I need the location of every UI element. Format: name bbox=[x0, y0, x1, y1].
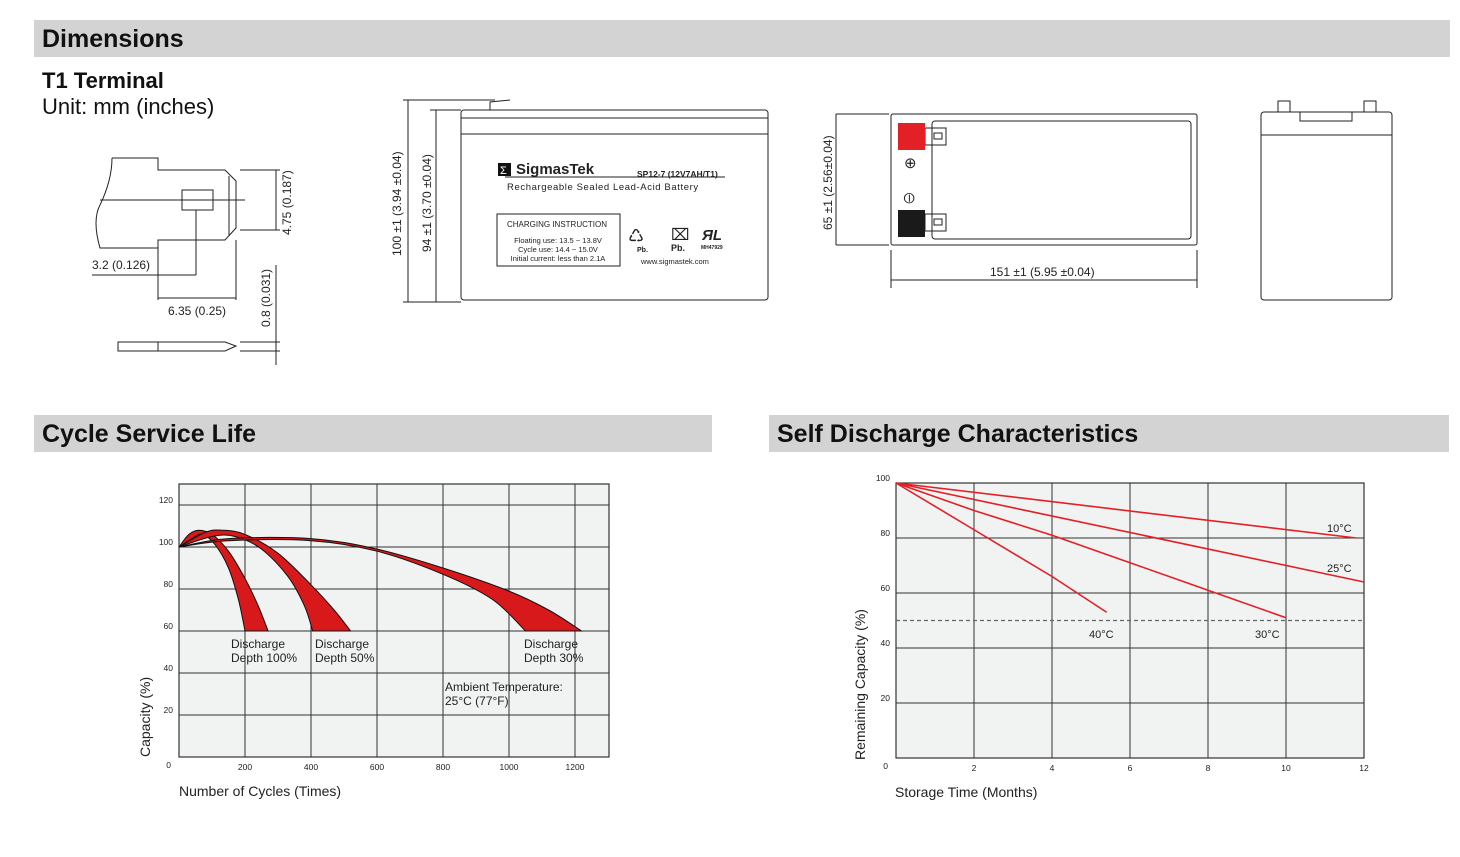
y-tick-label: 60 bbox=[164, 621, 174, 631]
sigma-glyph: Σ bbox=[500, 165, 507, 177]
section-title: Dimensions bbox=[42, 25, 184, 53]
x-tick-label: 4 bbox=[1050, 763, 1055, 773]
y-tick-label: 100 bbox=[876, 473, 890, 483]
annotation: Ambient Temperature: bbox=[445, 680, 563, 694]
battery-description: Rechargeable Sealed Lead-Acid Battery bbox=[507, 182, 699, 193]
series-label: Depth 50% bbox=[315, 651, 375, 665]
y-tick-label: 120 bbox=[159, 495, 173, 505]
y-tick-label: 60 bbox=[881, 583, 891, 593]
series-label: Discharge bbox=[315, 637, 369, 651]
negative-terminal bbox=[898, 210, 925, 237]
x-tick-label: 6 bbox=[1128, 763, 1133, 773]
x-axis-label: Storage Time (Months) bbox=[895, 784, 1037, 800]
x-tick-label: 600 bbox=[370, 762, 384, 772]
y-tick-label: 80 bbox=[881, 528, 891, 538]
recycle-label: Pb. bbox=[637, 247, 648, 254]
x-axis-label: Number of Cycles (Times) bbox=[179, 783, 341, 799]
x-tick-label: 1000 bbox=[500, 762, 519, 772]
dim-length: 151 ±1 (5.95 ±0.04) bbox=[990, 265, 1095, 279]
charging-line: Floating use: 13.5 ~ 13.8V bbox=[514, 236, 602, 245]
x-tick-label: 800 bbox=[436, 762, 450, 772]
terminal-title: T1 Terminal bbox=[42, 68, 164, 93]
annotation: 25°C (77°F) bbox=[445, 694, 509, 708]
series-line bbox=[895, 482, 1108, 613]
series-label: Discharge bbox=[231, 637, 285, 651]
series-label: 25°C bbox=[1327, 563, 1352, 575]
charging-title: CHARGING INSTRUCTION bbox=[507, 220, 607, 229]
crossed-bin-icon: ⌧ bbox=[671, 227, 689, 244]
battery-side-view bbox=[1260, 100, 1393, 301]
brand-name: SigmasTek bbox=[516, 161, 595, 178]
dim-width-label: 6.35 (0.25) bbox=[168, 304, 226, 318]
battery-front-view bbox=[403, 99, 769, 303]
self-discharge-header: Self Discharge Characteristics bbox=[769, 415, 1449, 452]
dimensions-header: Dimensions bbox=[34, 20, 1450, 57]
x-tick-label: 10 bbox=[1281, 763, 1291, 773]
x-tick-label: 400 bbox=[304, 762, 318, 772]
charging-line: Cycle use: 14.4 ~ 15.0V bbox=[518, 245, 598, 254]
series-label: 40°C bbox=[1089, 629, 1114, 641]
section-title: Cycle Service Life bbox=[42, 420, 257, 448]
website: www.sigmastek.com bbox=[640, 257, 709, 266]
dim-height-label: 4.75 (0.187) bbox=[280, 170, 294, 235]
x-tick-label: 1200 bbox=[566, 762, 585, 772]
x-tick-label: 200 bbox=[238, 762, 252, 772]
ul-code: MH47929 bbox=[701, 245, 723, 251]
band-3 bbox=[178, 536, 584, 632]
dim-depth: 65 ±1 (2.56±0.04) bbox=[821, 135, 835, 230]
series-line bbox=[895, 482, 1365, 583]
unit-label: Unit: mm (inches) bbox=[42, 94, 215, 119]
positive-terminal bbox=[898, 123, 925, 150]
terminal-drawing bbox=[92, 157, 280, 365]
series-label: 30°C bbox=[1255, 629, 1280, 641]
origin-label: 0 bbox=[166, 760, 171, 770]
recycle-icon: ♺ bbox=[628, 226, 644, 246]
cycle-life-chart: 200 400 600 800 1000 1200204060801001200Disch… bbox=[137, 483, 610, 799]
y-tick-label: 40 bbox=[164, 663, 174, 673]
band-2 bbox=[178, 529, 352, 632]
x-tick-label: 2 bbox=[972, 763, 977, 773]
series-label: Discharge bbox=[524, 637, 578, 651]
dim-case-height: 94 ±1 (3.70 ±0.04) bbox=[420, 154, 434, 252]
y-axis-label: Remaining Capacity (%) bbox=[852, 609, 868, 760]
negative-icon: ⦶ bbox=[904, 190, 915, 207]
dim-hole-label: 3.2 (0.126) bbox=[92, 258, 150, 272]
series-line bbox=[895, 482, 1287, 619]
section-title: Self Discharge Characteristics bbox=[777, 420, 1139, 448]
battery-top-view bbox=[835, 113, 1198, 288]
y-axis-label: Capacity (%) bbox=[137, 677, 153, 757]
origin-label: 0 bbox=[883, 761, 888, 771]
self-discharge-chart: 2 4 6 8 10 12 20 40 60 80 100 0 10°C 25°C 30°C 40°C Stor… bbox=[852, 473, 1369, 800]
ul-mark-icon: ЯL bbox=[701, 227, 722, 244]
sigma-logo-icon bbox=[498, 163, 511, 176]
cycle-life-header: Cycle Service Life bbox=[34, 415, 712, 452]
x-tick-label: 8 bbox=[1206, 763, 1211, 773]
series-label: Depth 100% bbox=[231, 651, 297, 665]
model-label: SP12-7 (12V7AH/T1) bbox=[637, 169, 718, 179]
y-tick-label: 80 bbox=[164, 579, 174, 589]
bin-label: Pb. bbox=[671, 243, 685, 253]
dim-total-height: 100 ±1 (3.94 ±0.04) bbox=[390, 151, 404, 256]
charging-line: Initial current: less than 2.1A bbox=[511, 254, 606, 263]
positive-icon: ⊕ bbox=[904, 155, 917, 172]
y-tick-label: 40 bbox=[881, 638, 891, 648]
x-tick-label: 12 bbox=[1359, 763, 1369, 773]
y-tick-label: 20 bbox=[881, 693, 891, 703]
series-line bbox=[895, 482, 1357, 539]
series-label: Depth 30% bbox=[524, 651, 584, 665]
y-tick-label: 20 bbox=[164, 705, 174, 715]
dim-thickness-label: 0.8 (0.031) bbox=[259, 269, 273, 327]
series-label: 10°C bbox=[1327, 523, 1352, 535]
y-tick-label: 100 bbox=[159, 537, 173, 547]
